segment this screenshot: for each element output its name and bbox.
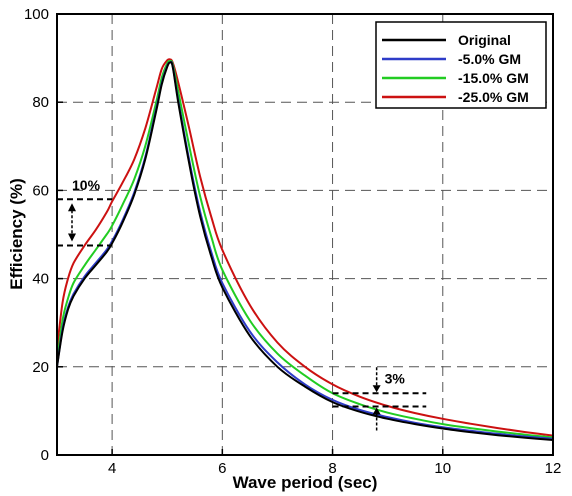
legend-label: -5.0% GM <box>458 51 521 67</box>
y-tick-label: 60 <box>32 182 49 199</box>
arrow-head <box>68 203 76 212</box>
series-line-0 <box>56 61 554 441</box>
annotation-label: 10% <box>72 177 101 193</box>
legend: Original -5.0% GM -15.0% GM -25.0% GM <box>375 21 547 109</box>
axis-ticks: 4 6 8 10 12 0 20 40 60 80 100 <box>24 6 561 477</box>
y-tick-label: 20 <box>32 359 49 376</box>
series-line-1 <box>56 60 554 440</box>
x-tick-label: 8 <box>328 460 336 477</box>
x-tick-label: 10 <box>434 460 451 477</box>
legend-label: -15.0% GM <box>458 70 529 86</box>
annotations: 10% 3% <box>57 177 427 433</box>
x-tick-label: 12 <box>545 460 562 477</box>
plot-frame <box>56 13 554 456</box>
y-tick-label: 0 <box>41 447 49 464</box>
y-tick-label: 80 <box>32 94 49 111</box>
legend-box <box>375 21 547 109</box>
y-tick-label: 40 <box>32 271 49 288</box>
x-axis-title: Wave period (sec) <box>233 473 378 492</box>
series-lines <box>56 58 554 441</box>
arrow-head <box>372 407 381 415</box>
arrow-head <box>372 385 381 393</box>
x-tick-label: 6 <box>218 460 226 477</box>
annotation-label: 3% <box>385 370 406 386</box>
legend-label: Original <box>458 32 511 48</box>
series-line-2 <box>56 59 554 439</box>
arrow-head <box>68 233 76 242</box>
legend-label: -25.0% GM <box>458 89 529 105</box>
x-tick-label: 4 <box>108 460 116 477</box>
series-line-3 <box>56 58 554 437</box>
y-tick-label: 100 <box>24 6 49 23</box>
y-axis-title: Efficiency (%) <box>7 178 26 289</box>
